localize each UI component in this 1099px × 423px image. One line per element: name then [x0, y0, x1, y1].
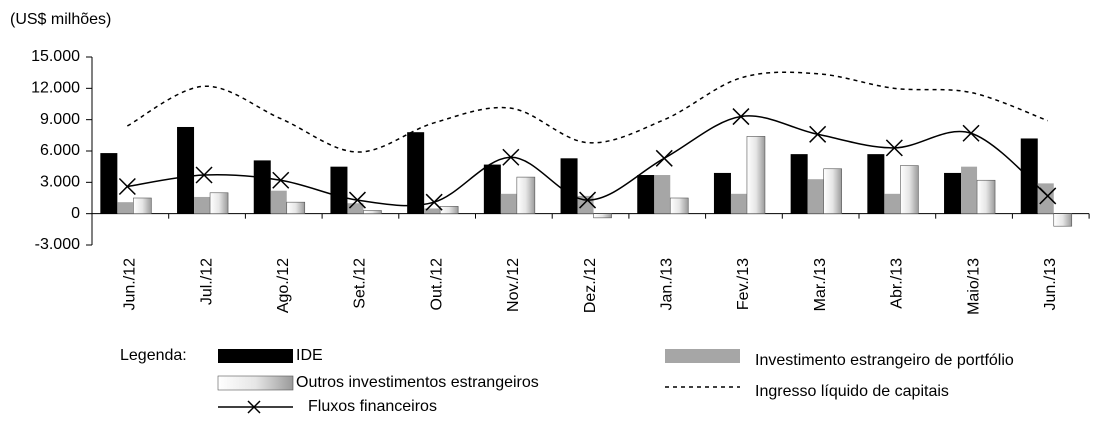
bar	[976, 179, 996, 214]
x-tick-label: Set./12	[352, 258, 369, 309]
bar	[117, 202, 134, 214]
bar	[330, 166, 348, 214]
x-tick-label: Jan./13	[658, 258, 675, 311]
y-tick-label: 12.000	[31, 80, 80, 97]
legend-swatch	[665, 349, 740, 363]
marker	[118, 177, 136, 196]
marker	[195, 166, 213, 184]
marker	[809, 125, 827, 143]
bar	[1053, 213, 1073, 227]
bar	[407, 132, 425, 214]
bar	[807, 179, 824, 214]
bar	[961, 166, 978, 214]
marker	[579, 191, 597, 209]
bar	[746, 136, 766, 214]
legend-swatch	[217, 375, 294, 391]
marker	[655, 149, 673, 167]
marker	[502, 148, 520, 166]
legend-label: Fluxos financeiros	[308, 398, 437, 415]
bar	[177, 126, 195, 214]
x-tick-label: Jun./13	[1042, 258, 1059, 311]
x-tick-label: Maio/13	[965, 258, 982, 315]
marker	[348, 191, 366, 209]
x-tick-label: Mar./13	[812, 258, 829, 311]
bar	[730, 193, 747, 214]
line	[127, 115, 1049, 207]
marker	[732, 108, 750, 126]
x-tick-label: Out./12	[428, 258, 445, 311]
y-tick-label: 0	[71, 205, 80, 222]
legend-label: Outros investimentos estrangeiros	[296, 374, 539, 391]
marker	[962, 124, 980, 142]
bar	[944, 172, 962, 214]
unit-label: (US$ milhões)	[10, 11, 111, 28]
marker	[272, 171, 290, 189]
x-tick-label: Jul./12	[198, 258, 215, 305]
bar	[669, 197, 689, 214]
y-tick-label: 6.000	[40, 142, 80, 159]
y-tick-label: 3.000	[40, 174, 80, 191]
bar	[363, 210, 382, 214]
y-tick-label: -3.000	[35, 236, 80, 253]
bar	[516, 176, 536, 214]
bar	[286, 201, 306, 214]
y-tick-label: 9.000	[40, 111, 80, 128]
legend-label: IDE	[296, 347, 323, 364]
bar	[1020, 138, 1038, 214]
bar	[270, 190, 287, 214]
bar	[424, 208, 441, 214]
x-tick-label: Jun./12	[122, 258, 139, 311]
bar	[823, 168, 842, 214]
bar	[637, 175, 655, 214]
bar	[133, 197, 152, 214]
marker	[425, 193, 443, 211]
bar	[713, 172, 731, 214]
x-tick-label: Dez./12	[582, 258, 599, 313]
legend-marker	[247, 400, 261, 414]
bar	[439, 206, 459, 214]
bar	[483, 164, 501, 214]
legend-title: Legenda:	[120, 347, 187, 364]
bar	[900, 165, 919, 214]
bar	[194, 196, 211, 214]
bar	[253, 160, 271, 214]
x-tick-label: Fev./13	[735, 258, 752, 310]
bar	[654, 175, 671, 214]
bar	[593, 213, 612, 219]
bar	[347, 203, 364, 214]
legend-label: Investimento estrangeiro de portfólio	[755, 352, 1014, 369]
bar	[790, 154, 808, 214]
bar	[500, 193, 517, 214]
x-tick-label: Ago./12	[275, 258, 292, 313]
legend-swatch	[218, 349, 293, 363]
marker	[885, 139, 903, 157]
legend-label: Ingresso líquido de capitais	[755, 383, 949, 400]
bar	[209, 192, 229, 214]
line	[127, 71, 1049, 153]
y-tick-label: 15.000	[31, 48, 80, 65]
bar	[100, 153, 118, 214]
bar	[560, 158, 578, 214]
marker	[1039, 187, 1057, 205]
bar	[884, 193, 901, 214]
x-tick-label: Abr./13	[889, 258, 906, 309]
x-tick-label: Nov./12	[505, 258, 522, 312]
bar	[867, 154, 885, 214]
